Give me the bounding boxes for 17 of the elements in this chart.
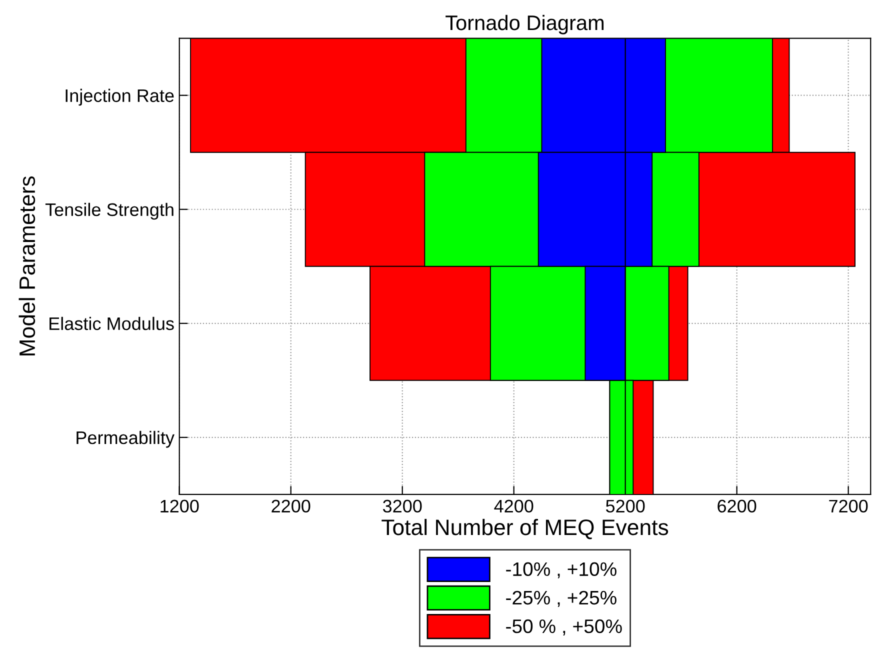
x-tick-label: 3200 (382, 500, 422, 513)
x-tick-label: 4200 (494, 500, 534, 513)
x-tick-label: 6200 (718, 500, 756, 513)
x-tick-label: 2200 (272, 500, 310, 513)
legend-label: -25% , +25% (506, 590, 616, 607)
legend-label: -50 % , +50% (506, 619, 622, 636)
y-tick-label: Elastic Modulus (50, 316, 174, 330)
y-tick-label: Permeability (76, 430, 174, 448)
x-tick-label: 7200 (829, 500, 868, 513)
legend-label: -10% , +10% (506, 562, 616, 578)
x-tick-label: 5200 (606, 500, 645, 513)
x-axis-title: Total Number of MEQ Events (382, 518, 668, 540)
y-tick-label: Tensile Strength (45, 202, 174, 220)
y-tick-label: Injection Rate (66, 88, 174, 106)
chart-title: Tornado Diagram (446, 14, 604, 34)
x-tick-label: 1200 (160, 500, 199, 513)
y-axis-title: Model Parameters (18, 176, 36, 356)
